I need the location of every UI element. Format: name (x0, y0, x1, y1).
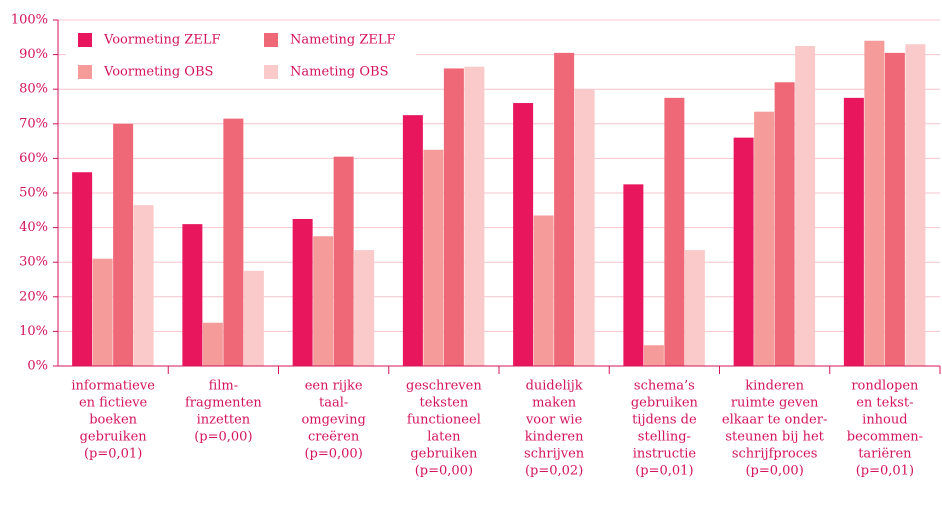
x-tick-label: schrijfproces (732, 447, 818, 462)
x-tick-label: tijdens de (632, 413, 697, 428)
x-tick-label: laten (427, 430, 461, 445)
x-tick-label: geschreven (406, 379, 482, 394)
y-tick-label: 90% (19, 47, 48, 62)
y-tick-label: 70% (19, 116, 48, 131)
x-tick-label: fragmenten (185, 396, 262, 411)
bar (843, 97, 864, 366)
x-tick-label: steunen bij het (725, 430, 824, 445)
x-tick-label: (p=0,00) (415, 464, 473, 479)
y-tick-label: 30% (19, 255, 48, 270)
bar (795, 45, 816, 366)
x-tick-label: rondlopen (851, 379, 919, 394)
y-tick-label: 80% (19, 82, 48, 97)
y-tick-label: 100% (11, 13, 48, 28)
x-tick-label: gebruiken (631, 396, 699, 411)
bar (623, 184, 644, 366)
x-tick-label: stelling- (638, 430, 691, 445)
x-tick-label: (p=0,00) (304, 447, 362, 462)
x-tick-label: becommen- (847, 430, 923, 445)
bar (72, 172, 93, 366)
x-tick-label: (p=0,00) (194, 430, 252, 445)
legend-label: Nameting OBS (290, 65, 388, 80)
x-tick-label: duidelijk (526, 379, 583, 394)
x-tick-label: (p=0,01) (856, 464, 914, 479)
bar (884, 52, 905, 367)
bar (354, 250, 375, 366)
x-tick-label: tariëren (858, 447, 912, 462)
y-tick-label: 50% (19, 186, 48, 201)
x-tick-label: functioneel (407, 413, 481, 428)
legend-swatch (78, 65, 92, 79)
x-tick-label: creëren (308, 430, 360, 445)
x-tick-label: voor wie (525, 413, 583, 428)
x-tick-label: kinderen (745, 379, 804, 394)
bar (754, 111, 775, 366)
bar (443, 68, 464, 366)
bar (243, 270, 264, 366)
x-tick-label: (p=0,01) (635, 464, 693, 479)
x-tick-label: een rijke (305, 379, 363, 394)
legend-box (66, 24, 416, 86)
bar (92, 258, 113, 366)
bar (905, 44, 926, 366)
bar (333, 156, 354, 366)
x-tick-label: en tekst- (856, 396, 913, 411)
x-tick-label: instructie (633, 447, 697, 462)
bar (292, 218, 313, 366)
legend-label: Nameting ZELF (290, 33, 396, 48)
bar (402, 115, 423, 367)
bar (864, 40, 885, 366)
x-tick-label: ruimte geven (731, 396, 819, 411)
x-tick-label: boeken (89, 413, 137, 428)
legend-swatch (78, 33, 92, 47)
bar (133, 205, 154, 366)
bar (182, 224, 203, 366)
legend-label: Voormeting OBS (103, 65, 213, 80)
y-tick-label: 0% (27, 359, 48, 374)
y-tick-label: 20% (19, 289, 48, 304)
bar (423, 149, 444, 366)
x-tick-label: (p=0,00) (745, 464, 803, 479)
bar (513, 103, 534, 366)
bar (223, 118, 244, 366)
y-tick-label: 40% (19, 220, 48, 235)
bar (684, 250, 705, 366)
x-tick-label: taal- (319, 396, 348, 411)
x-tick-label: elkaar te onder- (722, 413, 827, 428)
y-tick-label: 60% (19, 151, 48, 166)
x-tick-label: teksten (419, 396, 468, 411)
bar (464, 66, 485, 367)
legend-swatch (264, 65, 278, 79)
x-tick-label: gebruiken (80, 430, 148, 445)
x-tick-label: schema’s (634, 379, 695, 394)
x-tick-label: informatieve (71, 379, 155, 394)
x-tick-label: inzetten (197, 413, 251, 428)
x-tick-label: omgeving (301, 413, 365, 428)
bar (113, 123, 134, 366)
y-tick-label: 10% (19, 324, 48, 339)
x-tick-label: (p=0,01) (84, 447, 142, 462)
x-tick-label: kinderen (525, 430, 584, 445)
bar (554, 52, 575, 367)
x-tick-label: (p=0,02) (525, 464, 583, 479)
x-tick-label: schrijven (524, 447, 585, 462)
bar (643, 345, 664, 366)
bar (313, 236, 334, 366)
bar (574, 89, 595, 366)
x-tick-label: en fictieve (79, 396, 148, 411)
bar (733, 137, 754, 366)
bar (664, 97, 685, 366)
legend-label: Voormeting ZELF (103, 33, 220, 48)
x-tick-label: gebruiken (410, 447, 478, 462)
x-tick-label: maken (532, 396, 577, 411)
bar (774, 82, 795, 366)
legend-swatch (264, 33, 278, 47)
x-tick-label: film- (209, 379, 239, 394)
bar (202, 322, 223, 366)
bar (533, 215, 554, 366)
x-tick-label: inhoud (862, 413, 907, 428)
